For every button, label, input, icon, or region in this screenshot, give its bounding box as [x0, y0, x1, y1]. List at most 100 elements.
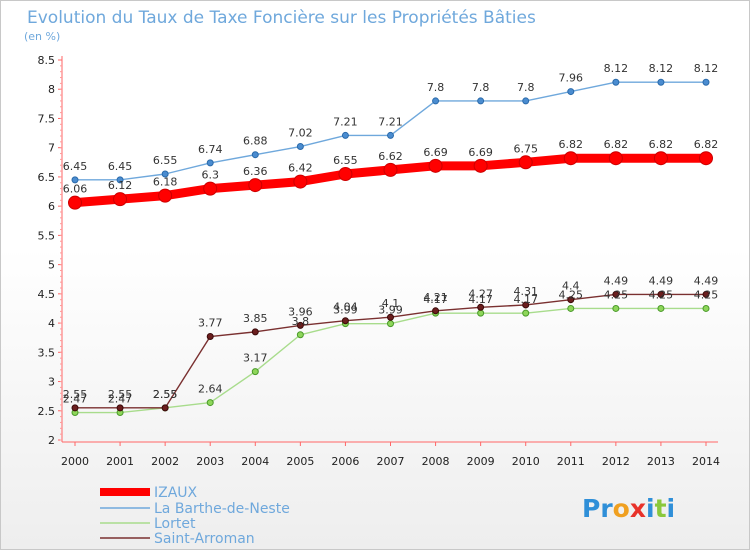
series-0-data-label: 6.3: [201, 169, 219, 182]
series-0-data-label: 6.18: [153, 176, 178, 189]
series-2-data-label: 4.25: [649, 288, 674, 301]
series-3-data-label: 2.55: [63, 388, 88, 401]
y-axis-unit: (en %): [24, 30, 60, 43]
x-tick-label: 2002: [151, 455, 179, 468]
series-2-point: [477, 309, 485, 317]
series-0-data-label: 6.12: [108, 179, 133, 192]
series-2-data-label: 2.64: [198, 383, 223, 396]
y-tick-label: 6: [48, 200, 55, 213]
series-1-point: [477, 97, 485, 105]
series-1-data-label: 8.12: [604, 62, 629, 75]
series-2-data-label: 4.17: [468, 293, 493, 306]
series-2-point: [206, 399, 214, 407]
series-3-point: [341, 317, 349, 325]
series-1-data-label: 6.45: [63, 160, 88, 173]
series-2-point: [702, 304, 710, 312]
series-3-point: [296, 321, 304, 329]
series-1-point: [567, 88, 575, 96]
series-3-point: [116, 404, 124, 412]
series-1-point: [341, 131, 349, 139]
x-tick-label: 2005: [286, 455, 314, 468]
series-3-point: [206, 333, 214, 341]
series-1-point: [116, 176, 124, 184]
series-0-data-label: 6.82: [559, 138, 584, 151]
series-0-data-label: 6.42: [288, 162, 313, 175]
series-3-data-label: 3.77: [198, 317, 223, 330]
series-1-point: [432, 97, 440, 105]
series-3-data-label: 4.31: [513, 285, 538, 298]
series-0-data-label: 6.82: [604, 138, 629, 151]
series-1-point: [296, 143, 304, 151]
series-0-point: [608, 151, 623, 166]
series-0-point: [699, 151, 713, 166]
series-3-data-label: 4.21: [423, 291, 448, 304]
x-tick-label: 2011: [557, 455, 585, 468]
series-3-data-label: 3.85: [243, 312, 268, 325]
series-1-point: [522, 97, 530, 105]
series-0-point: [248, 178, 263, 193]
series-3-point: [477, 303, 485, 311]
series-2-data-label: 4.25: [694, 288, 719, 301]
series-2-data-label: 3.8: [292, 315, 310, 328]
series-0-point: [563, 151, 578, 166]
series-3-data-label: 4.27: [468, 287, 493, 300]
series-2-data-label: 3.99: [378, 304, 403, 317]
series-0-point: [518, 155, 533, 170]
series-0-point: [338, 167, 353, 181]
series-0-point: [113, 192, 128, 207]
series-2-data-label: 4.17: [423, 293, 448, 306]
series-1-point: [161, 170, 169, 178]
logo-part-t: t: [655, 494, 667, 523]
series-3-point: [71, 404, 79, 412]
legend-entry: IZAUX: [154, 485, 198, 501]
series-0-data-label: 6.82: [694, 138, 719, 151]
logo-part-x: x: [630, 494, 646, 523]
series-0-data-label: 6.06: [63, 183, 88, 196]
series-3-data-label: 4.49: [649, 274, 674, 287]
y-tick-label: 2: [48, 434, 55, 447]
logo-part-i: i: [646, 494, 655, 523]
x-tick-label: 2010: [512, 455, 540, 468]
series-1-data-label: 7.02: [288, 127, 313, 140]
series-0-point: [473, 158, 488, 173]
y-tick-label: 2.5: [38, 405, 56, 418]
x-tick-label: 2006: [331, 455, 359, 468]
legend-entry: La Barthe-de-Neste: [154, 501, 290, 517]
series-1-point: [657, 78, 665, 86]
x-tick-label: 2014: [692, 455, 720, 468]
series-1-data-label: 6.55: [153, 154, 178, 167]
legend-entry: Saint-Arroman: [154, 531, 255, 547]
series-1-point: [71, 176, 79, 184]
series-1-data-label: 6.74: [198, 143, 223, 156]
y-tick-label: 6.5: [38, 171, 56, 184]
series-0-point: [383, 162, 398, 177]
series-1-data-label: 8.12: [649, 62, 674, 75]
series-2-data-label: 2.47: [63, 393, 88, 406]
series-2-point: [387, 320, 394, 328]
logo-part-o: o: [613, 494, 630, 523]
series-3-point: [612, 290, 620, 298]
series-2-point: [567, 304, 575, 312]
series-1-data-label: 8.12: [694, 62, 719, 75]
y-tick-label: 4: [48, 317, 55, 330]
x-tick-label: 2007: [377, 455, 405, 468]
series-2-point: [612, 304, 620, 312]
series-3-data-label: 4.49: [694, 274, 719, 287]
series-0-point: [158, 188, 173, 203]
series-1-point: [702, 78, 710, 86]
x-tick-label: 2003: [196, 455, 224, 468]
series-2-point: [296, 331, 304, 339]
series-3-data-label: 2.55: [108, 388, 133, 401]
series-1-data-label: 7.8: [517, 81, 535, 94]
series-0-point: [293, 174, 308, 189]
series-2-data-label: 3.99: [333, 304, 358, 317]
series-1-point: [251, 151, 259, 159]
x-tick-label: 2013: [647, 455, 675, 468]
y-tick-label: 7: [48, 142, 55, 155]
series-1-point: [387, 131, 394, 139]
series-2-data-label: 4.25: [604, 288, 629, 301]
series-2-data-label: 2.47: [108, 393, 133, 406]
series-1-data-label: 7.96: [559, 72, 584, 85]
